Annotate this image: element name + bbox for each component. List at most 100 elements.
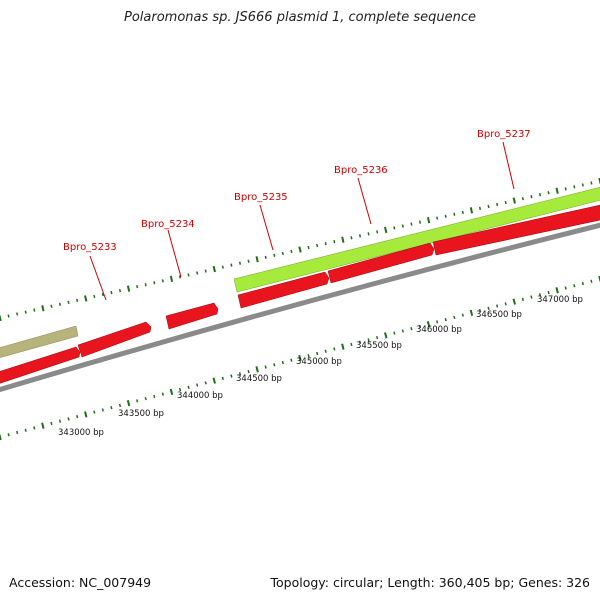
minor-tick <box>76 298 79 302</box>
minor-tick <box>196 383 199 387</box>
minor-tick <box>444 318 447 322</box>
gene-arrow <box>77 321 152 358</box>
major-tick <box>469 309 474 317</box>
leader-line <box>89 255 107 301</box>
minor-tick <box>67 417 70 421</box>
gene-arrow <box>237 271 330 309</box>
minor-tick <box>504 302 507 306</box>
minor-tick <box>67 300 70 304</box>
major-tick <box>212 265 216 273</box>
minor-tick <box>547 191 550 195</box>
minor-tick <box>58 419 62 423</box>
major-tick <box>298 354 302 362</box>
minor-tick <box>196 271 199 275</box>
minor-tick <box>316 351 319 356</box>
minor-tick <box>581 183 584 187</box>
gene-arrow <box>165 302 219 330</box>
minor-tick <box>221 376 224 380</box>
major-tick <box>126 285 131 292</box>
minor-tick <box>564 187 567 191</box>
gene-arrow <box>432 204 600 256</box>
minor-tick <box>58 302 62 306</box>
minor-tick <box>436 320 439 324</box>
minor-tick <box>358 234 362 238</box>
minor-tick <box>496 304 499 308</box>
minor-tick <box>101 292 104 297</box>
major-tick <box>598 275 600 283</box>
minor-tick <box>118 403 122 408</box>
ruler-label: 347000 bp <box>537 295 583 305</box>
minor-tick <box>487 204 490 209</box>
minor-tick <box>101 408 104 412</box>
minor-tick <box>50 304 53 308</box>
minor-tick <box>178 275 182 279</box>
minor-tick <box>436 216 439 220</box>
ruler-label: 344500 bp <box>236 374 282 384</box>
minor-tick <box>290 358 293 362</box>
backbone-line <box>0 222 600 393</box>
minor-tick <box>247 259 250 263</box>
gene-label: Bpro_5237 <box>477 129 531 140</box>
minor-tick <box>581 281 584 286</box>
minor-tick <box>153 394 156 398</box>
ruler-label: 344000 bp <box>177 391 223 401</box>
minor-tick <box>418 324 422 329</box>
minor-tick <box>264 365 267 369</box>
minor-tick <box>504 200 507 205</box>
minor-tick <box>324 242 327 246</box>
ruler-label: 343000 bp <box>58 428 104 438</box>
minor-tick <box>136 399 139 403</box>
minor-tick <box>24 310 27 314</box>
feature-green <box>233 186 600 293</box>
minor-tick <box>290 249 293 254</box>
minor-tick <box>401 224 404 228</box>
minor-tick <box>33 426 36 430</box>
minor-tick <box>118 288 122 293</box>
ruler-label: 346500 bp <box>476 310 522 320</box>
gene-label: Bpro_5235 <box>234 192 288 203</box>
minor-tick <box>7 433 10 437</box>
minor-tick <box>273 363 276 367</box>
major-tick <box>512 197 516 204</box>
minor-tick <box>7 314 10 318</box>
minor-tick <box>496 202 499 207</box>
minor-tick <box>410 222 413 226</box>
minor-tick <box>178 387 182 392</box>
minor-tick <box>221 265 224 269</box>
major-tick <box>0 314 2 322</box>
ruler-label: 346000 bp <box>416 325 462 335</box>
major-tick <box>469 207 474 214</box>
major-tick <box>41 305 45 312</box>
minor-tick <box>24 428 27 432</box>
minor-tick <box>161 392 164 396</box>
ruler-label: 345000 bp <box>296 357 342 367</box>
minor-tick <box>573 284 576 288</box>
minor-tick <box>376 336 379 340</box>
gene-arrow <box>327 242 435 284</box>
minor-tick <box>307 354 310 358</box>
ruler-label: 345500 bp <box>356 341 402 351</box>
minor-tick <box>418 220 422 224</box>
major-tick <box>84 295 88 302</box>
major-tick <box>298 246 302 253</box>
minor-tick <box>333 347 336 351</box>
minor-tick <box>530 295 533 299</box>
major-tick <box>84 411 88 418</box>
minor-tick <box>247 369 250 374</box>
minor-tick <box>367 338 370 342</box>
minor-tick <box>153 281 156 285</box>
ruler-label: 343500 bp <box>118 409 164 419</box>
minor-tick <box>530 195 533 199</box>
minor-tick <box>590 279 593 283</box>
minor-tick <box>350 236 353 240</box>
major-tick <box>555 187 559 194</box>
leader-line <box>167 229 182 278</box>
gene-arrow <box>0 346 81 384</box>
minor-tick <box>393 331 396 335</box>
accession-text: Accession: NC_007949 <box>9 575 152 590</box>
minor-tick <box>238 261 242 265</box>
minor-tick <box>264 255 267 259</box>
major-tick <box>255 256 259 263</box>
minor-tick <box>393 226 396 230</box>
